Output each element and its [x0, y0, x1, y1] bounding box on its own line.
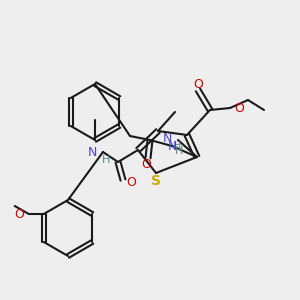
- Text: N: N: [88, 146, 97, 158]
- Text: O: O: [234, 101, 244, 115]
- Text: H: H: [102, 155, 110, 165]
- Text: S: S: [151, 174, 161, 188]
- Text: O: O: [126, 176, 136, 188]
- Text: H: H: [175, 146, 183, 156]
- Text: O: O: [14, 208, 24, 220]
- Text: O: O: [141, 158, 151, 172]
- Text: O: O: [193, 79, 203, 92]
- Text: N: N: [163, 131, 172, 145]
- Text: N: N: [167, 140, 177, 152]
- Text: H: H: [173, 141, 181, 151]
